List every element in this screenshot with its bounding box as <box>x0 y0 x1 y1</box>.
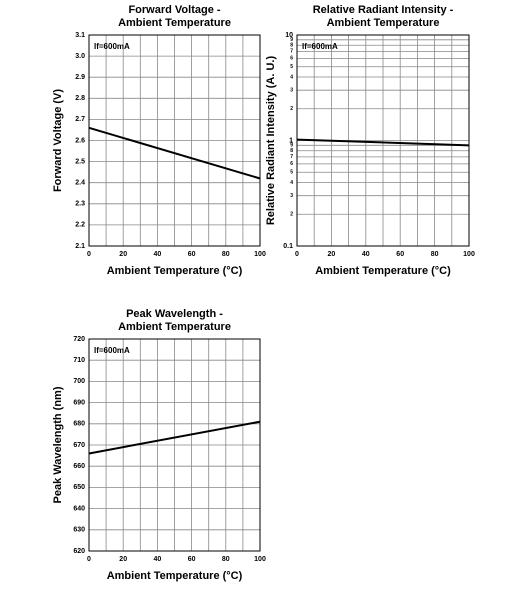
y-tick-label: 5 <box>290 170 293 176</box>
y-tick-label: 6 <box>290 56 293 62</box>
y-tick-label: 680 <box>73 421 85 428</box>
x-tick-label: 80 <box>431 251 439 258</box>
annotation: If=600mA <box>302 42 338 51</box>
y-tick-label: 720 <box>73 336 85 343</box>
y-tick-label: 690 <box>73 399 85 406</box>
y-tick-label: 4 <box>290 180 293 186</box>
y-tick-label: 650 <box>73 484 85 491</box>
y-tick-label: 9 <box>290 37 293 43</box>
chart-title: Relative Radiant Intensity - <box>313 4 454 16</box>
y-tick-label: 620 <box>73 548 85 555</box>
x-tick-label: 0 <box>87 556 91 563</box>
x-tick-label: 20 <box>119 556 127 563</box>
y-tick-label: 2.8 <box>75 95 85 102</box>
x-tick-label: 100 <box>463 251 475 258</box>
x-tick-label: 20 <box>119 251 127 258</box>
data-line <box>296 138 470 147</box>
y-tick-label: 3.1 <box>75 32 85 39</box>
y-tick-label: 0.1 <box>283 243 293 250</box>
x-tick-label: 0 <box>295 251 299 258</box>
y-tick-label: 640 <box>73 505 85 512</box>
x-axis-label: Ambient Temperature (°C) <box>315 265 451 277</box>
x-tick-label: 40 <box>362 251 370 258</box>
data-line <box>88 420 261 455</box>
x-axis-label: Ambient Temperature (°C) <box>107 265 243 277</box>
y-tick-label: 9 <box>290 143 293 149</box>
y-tick-label: 630 <box>73 527 85 534</box>
plot-frame <box>88 338 261 552</box>
y-tick-label: 2.6 <box>75 137 85 144</box>
x-tick-label: 20 <box>328 251 336 258</box>
x-tick-label: 60 <box>188 251 196 258</box>
plot-frame <box>88 34 261 247</box>
x-tick-label: 100 <box>254 251 266 258</box>
y-tick-label: 2 <box>290 212 293 218</box>
y-tick-label: 670 <box>73 442 85 449</box>
annotation: If=600mA <box>94 42 130 51</box>
y-tick-label: 7 <box>290 49 293 55</box>
y-tick-label: 4 <box>290 74 293 80</box>
x-axis-label: Ambient Temperature (°C) <box>107 570 243 582</box>
y-axis-label: Forward Voltage (V) <box>52 89 64 192</box>
y-tick-label: 2.5 <box>75 158 85 165</box>
y-tick-label: 710 <box>73 357 85 364</box>
y-tick-label: 8 <box>290 148 293 154</box>
x-tick-label: 40 <box>154 556 162 563</box>
y-tick-label: 660 <box>73 463 85 470</box>
x-tick-label: 40 <box>154 251 162 258</box>
x-tick-label: 0 <box>87 251 91 258</box>
y-tick-label: 2.7 <box>75 116 85 123</box>
chart-title: Ambient Temperature <box>118 321 231 333</box>
y-tick-label: 3 <box>290 193 293 199</box>
chart-title: Ambient Temperature <box>327 17 440 29</box>
chart-title: Peak Wavelength - <box>126 308 223 320</box>
y-tick-label: 7 <box>290 154 293 160</box>
annotation: If=600mA <box>94 346 130 355</box>
data-line <box>88 126 261 180</box>
y-tick-label: 2.2 <box>75 222 85 229</box>
y-tick-label: 2.4 <box>75 180 85 187</box>
y-tick-label: 3.0 <box>75 53 85 60</box>
chart-title: Forward Voltage - <box>128 4 220 16</box>
x-tick-label: 60 <box>396 251 404 258</box>
y-tick-label: 10 <box>285 32 293 39</box>
x-tick-label: 60 <box>188 556 196 563</box>
y-tick-label: 2.1 <box>75 243 85 250</box>
x-tick-label: 80 <box>222 556 230 563</box>
y-tick-label: 8 <box>290 43 293 49</box>
y-tick-label: 2.3 <box>75 201 85 208</box>
y-tick-label: 700 <box>73 378 85 385</box>
y-tick-label: 3 <box>290 87 293 93</box>
y-tick-label: 2.9 <box>75 74 85 81</box>
y-tick-label: 2 <box>290 106 293 112</box>
x-tick-label: 80 <box>222 251 230 258</box>
x-tick-label: 100 <box>254 556 266 563</box>
y-tick-label: 5 <box>290 64 293 70</box>
y-tick-label: 1 <box>289 137 293 144</box>
y-axis-label: Relative Radiant Intensity (A. U.) <box>265 56 277 226</box>
y-tick-label: 6 <box>290 161 293 167</box>
chart-title: Ambient Temperature <box>118 17 231 29</box>
y-axis-label: Peak Wavelength (nm) <box>52 386 64 503</box>
